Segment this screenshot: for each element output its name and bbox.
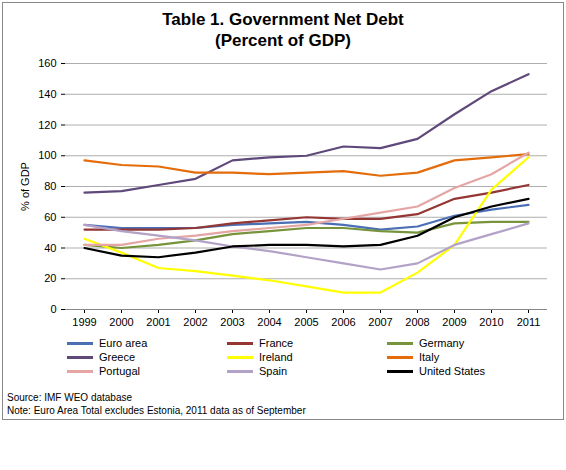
svg-text:2007: 2007 <box>368 316 392 328</box>
svg-text:2003: 2003 <box>220 316 244 328</box>
html-text:Germany: Germany <box>419 337 465 349</box>
html-text:(Percent of GDP): (Percent of GDP) <box>215 31 351 50</box>
html-text:France: France <box>259 337 294 349</box>
svg-text:2000: 2000 <box>109 316 133 328</box>
svg-text:40: 40 <box>44 242 56 254</box>
html-text:Note: Euro Area Total excludes: Note: Euro Area Total excludes Estonia, … <box>7 405 306 416</box>
svg-text:0: 0 <box>50 303 56 315</box>
svg-text:2011: 2011 <box>517 316 541 328</box>
svg-text:100: 100 <box>38 149 56 161</box>
html-text:Table 1. Government Net Debt: Table 1. Government Net Debt <box>162 10 404 29</box>
svg-text:1999: 1999 <box>72 316 96 328</box>
svg-text:2005: 2005 <box>294 316 318 328</box>
html-text:United States: United States <box>419 365 485 377</box>
svg-text:80: 80 <box>44 180 56 192</box>
html-text:Ireland: Ireland <box>259 351 293 363</box>
svg-text:140: 140 <box>38 88 56 100</box>
html-text:Greece: Greece <box>99 351 136 363</box>
svg-text:2006: 2006 <box>331 316 355 328</box>
svg-text:20: 20 <box>44 272 56 284</box>
svg-text:% of GDP: % of GDP <box>19 162 31 211</box>
svg-text:120: 120 <box>38 119 56 131</box>
html-text:Source: IMF WEO database: Source: IMF WEO database <box>7 392 133 403</box>
html-text:Euro area: Euro area <box>99 337 148 349</box>
html-text:Italy: Italy <box>419 351 440 363</box>
svg-text:2009: 2009 <box>442 316 466 328</box>
svg-text:160: 160 <box>38 57 56 69</box>
svg-text:2008: 2008 <box>405 316 429 328</box>
svg-text:2010: 2010 <box>479 316 503 328</box>
html-text:Spain: Spain <box>259 365 288 377</box>
svg-text:60: 60 <box>44 211 56 223</box>
svg-text:2002: 2002 <box>183 316 207 328</box>
html-text:Portugal: Portugal <box>99 365 140 377</box>
svg-text:2004: 2004 <box>257 316 281 328</box>
svg-text:2001: 2001 <box>146 316 170 328</box>
